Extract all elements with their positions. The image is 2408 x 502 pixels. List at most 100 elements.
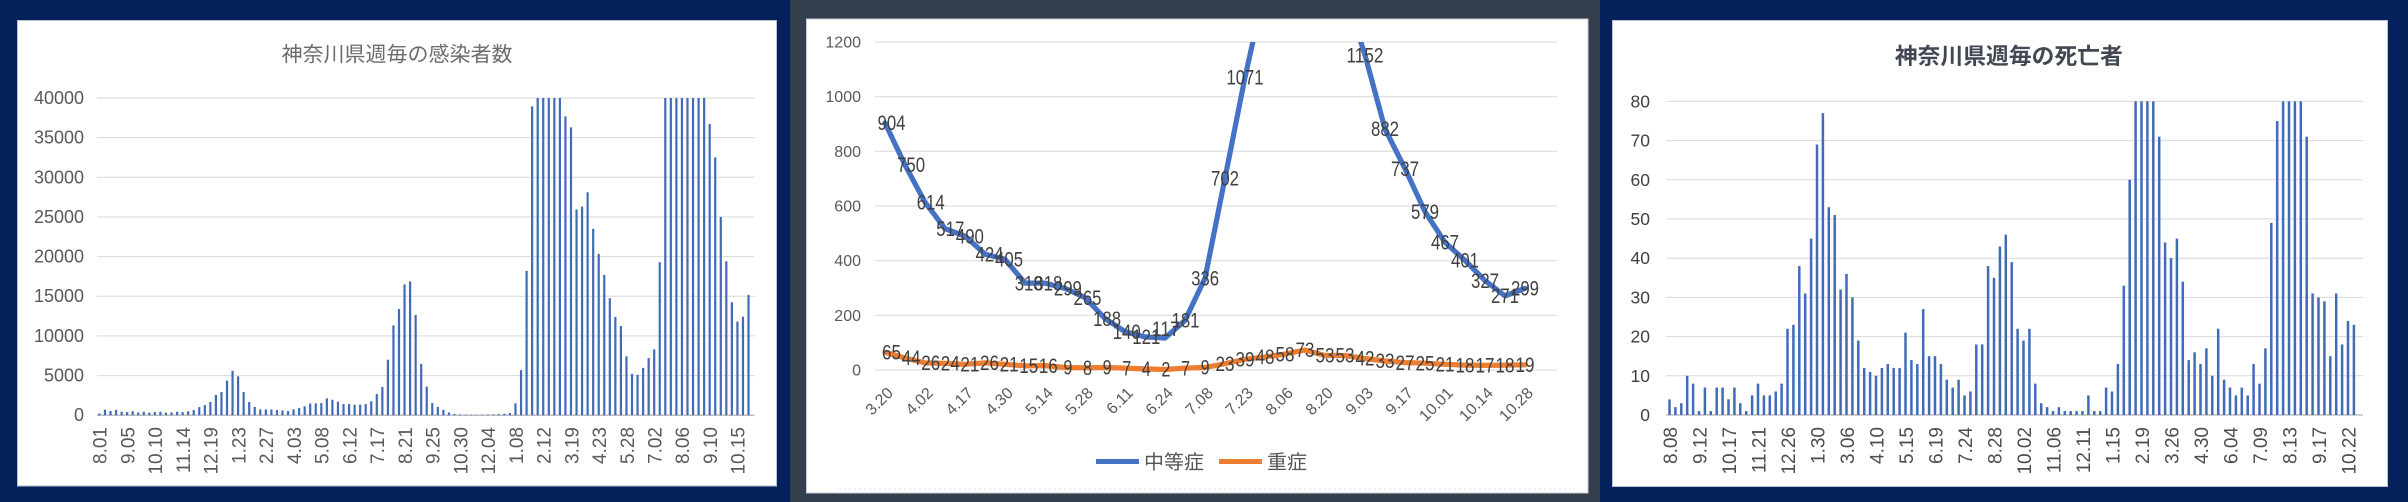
svg-text:20000: 20000 [34,247,84,267]
svg-text:117: 117 [1152,318,1180,341]
svg-text:50: 50 [1631,209,1651,229]
svg-text:188: 188 [1093,308,1121,331]
svg-text:26: 26 [921,352,940,375]
svg-text:18: 18 [1496,354,1515,377]
svg-text:3.06: 3.06 [1838,427,1859,464]
svg-text:21: 21 [1436,354,1455,377]
svg-text:4.30: 4.30 [2192,427,2213,464]
svg-text:405: 405 [995,249,1023,272]
svg-text:5.15: 5.15 [1897,427,1918,464]
svg-text:18: 18 [1456,354,1475,377]
svg-text:400: 400 [834,253,861,270]
svg-text:39: 39 [1236,349,1255,372]
svg-text:40: 40 [1631,248,1651,268]
svg-text:2.19: 2.19 [2133,427,2154,464]
svg-text:4: 4 [1142,358,1151,381]
svg-text:6.19: 6.19 [1926,427,1947,464]
svg-text:16: 16 [1039,355,1058,378]
svg-text:904: 904 [878,112,906,135]
svg-text:5000: 5000 [44,366,84,386]
svg-text:7.17: 7.17 [368,427,389,464]
svg-text:7.24: 7.24 [1956,427,1977,464]
svg-text:1.23: 1.23 [229,427,250,464]
svg-text:265: 265 [1074,287,1102,310]
svg-text:8.06: 8.06 [673,427,694,464]
svg-text:517: 517 [936,218,964,241]
svg-text:21: 21 [1000,354,1019,377]
svg-text:25000: 25000 [34,207,84,227]
svg-text:1.08: 1.08 [507,427,528,464]
svg-text:80: 80 [1631,91,1651,111]
svg-text:318: 318 [1034,272,1062,295]
svg-text:299: 299 [1511,278,1539,301]
svg-text:11.06: 11.06 [2044,427,2065,473]
svg-text:12.19: 12.19 [202,427,223,475]
svg-text:58: 58 [1276,343,1295,366]
svg-text:12.26: 12.26 [1779,427,1800,475]
svg-text:9.12: 9.12 [1690,427,1711,464]
svg-text:30000: 30000 [34,167,84,187]
svg-text:6.12: 6.12 [340,427,361,464]
svg-text:60: 60 [1631,170,1651,190]
svg-text:53: 53 [1316,345,1335,368]
svg-text:7.02: 7.02 [646,427,667,464]
svg-text:19: 19 [1516,354,1535,377]
svg-text:8.01: 8.01 [91,427,112,464]
svg-text:25: 25 [1416,352,1435,375]
svg-text:8: 8 [1083,357,1092,380]
svg-text:1200: 1200 [825,35,861,52]
svg-text:44: 44 [902,347,921,370]
svg-text:12.04: 12.04 [479,427,500,475]
svg-text:490: 490 [956,225,984,248]
svg-text:42: 42 [1356,348,1375,371]
svg-text:21: 21 [960,354,979,377]
svg-text:271: 271 [1491,285,1519,308]
svg-text:600: 600 [834,199,861,216]
svg-text:5.28: 5.28 [618,427,639,464]
svg-text:9: 9 [1201,357,1210,380]
svg-text:579: 579 [1411,201,1439,224]
svg-text:401: 401 [1451,250,1479,273]
svg-text:26: 26 [980,352,999,375]
svg-text:10: 10 [1631,366,1651,386]
svg-text:8.28: 8.28 [1985,427,2006,464]
svg-text:3.26: 3.26 [2162,427,2183,464]
svg-text:0: 0 [1640,405,1650,425]
svg-text:11.14: 11.14 [174,427,195,474]
svg-text:33: 33 [1376,350,1395,373]
svg-text:17: 17 [1476,355,1495,378]
svg-text:467: 467 [1431,232,1459,255]
svg-text:6.04: 6.04 [2221,427,2242,464]
svg-text:11.21: 11.21 [1749,427,1770,473]
svg-text:35000: 35000 [34,128,84,148]
svg-text:10.15: 10.15 [729,427,750,475]
svg-text:10.17: 10.17 [1720,427,1741,475]
svg-text:2.27: 2.27 [257,427,278,464]
svg-text:23: 23 [1216,353,1235,376]
svg-text:10.10: 10.10 [146,427,167,475]
svg-text:614: 614 [917,191,945,214]
svg-text:8.21: 8.21 [396,427,417,464]
svg-text:9.10: 9.10 [701,427,722,464]
svg-text:181: 181 [1172,310,1200,333]
svg-text:73: 73 [1296,339,1315,362]
svg-text:9: 9 [1063,357,1072,380]
svg-text:10.22: 10.22 [2339,427,2360,475]
svg-text:9.17: 9.17 [2310,427,2331,464]
svg-text:800: 800 [834,144,861,161]
svg-text:318: 318 [1015,272,1043,295]
svg-text:9.25: 9.25 [424,427,445,464]
svg-text:882: 882 [1371,118,1399,141]
svg-text:1.30: 1.30 [1808,427,1829,464]
svg-text:40000: 40000 [34,88,84,108]
svg-text:48: 48 [1256,346,1275,369]
svg-text:299: 299 [1054,278,1082,301]
svg-text:200: 200 [834,308,861,325]
svg-text:2: 2 [1161,359,1170,382]
svg-text:15: 15 [1019,355,1038,378]
svg-text:4.03: 4.03 [285,427,306,464]
svg-text:9.05: 9.05 [118,427,139,464]
svg-text:1000: 1000 [825,89,861,106]
svg-text:424: 424 [976,243,1004,266]
svg-text:30: 30 [1631,287,1651,307]
